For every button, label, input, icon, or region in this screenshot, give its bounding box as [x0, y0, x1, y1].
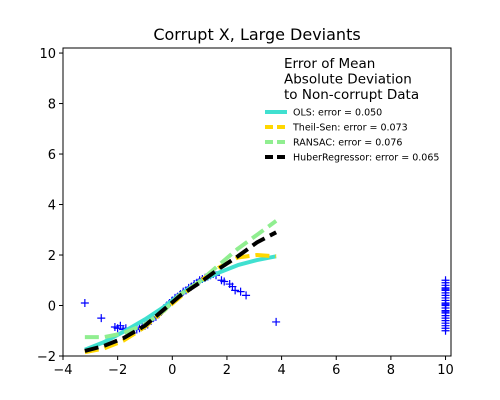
- data-point: [441, 307, 450, 316]
- x-tick-label: −2: [108, 363, 127, 378]
- data-point: [220, 277, 229, 286]
- chart-title: Corrupt X, Large Deviants: [153, 25, 360, 44]
- data-point: [441, 285, 450, 294]
- x-tick-label: 2: [223, 363, 231, 378]
- data-point: [97, 314, 106, 323]
- data-point: [231, 286, 240, 295]
- legend-label-0: OLS: error = 0.050: [293, 108, 382, 119]
- legend-title-line: Error of Mean: [284, 56, 375, 72]
- legend-title-line: Absolute Deviation: [284, 72, 412, 88]
- x-tick-label: 6: [332, 363, 340, 378]
- data-point: [272, 317, 281, 326]
- data-point: [80, 298, 89, 307]
- x-tick-label: 4: [277, 363, 285, 378]
- y-tick-label: 10: [39, 47, 56, 62]
- y-tick-label: 4: [48, 199, 56, 214]
- y-tick-label: −2: [37, 350, 56, 365]
- data-point: [242, 291, 251, 300]
- x-tick-label: −4: [53, 363, 72, 378]
- regression-lines: [84, 219, 278, 355]
- legend-title-line: to Non-corrupt Data: [284, 87, 419, 103]
- data-point: [236, 287, 245, 296]
- y-tick-label: 8: [48, 98, 56, 113]
- legend-label-3: HuberRegressor: error = 0.065: [293, 153, 439, 164]
- legend-label-2: RANSAC: error = 0.076: [293, 138, 402, 149]
- series-line-3: [84, 230, 278, 353]
- y-tick-label: 2: [48, 249, 56, 264]
- axes-frame: [62, 47, 452, 357]
- data-point: [441, 300, 450, 309]
- x-tick-label: 10: [437, 363, 454, 378]
- x-tick-label: 0: [168, 363, 176, 378]
- legend-label-1: Theil-Sen: error = 0.073: [292, 123, 408, 134]
- x-tick-label: 8: [387, 363, 395, 378]
- y-tick-label: 6: [48, 148, 56, 163]
- data-point: [441, 276, 450, 285]
- y-tick-label: 0: [48, 300, 56, 315]
